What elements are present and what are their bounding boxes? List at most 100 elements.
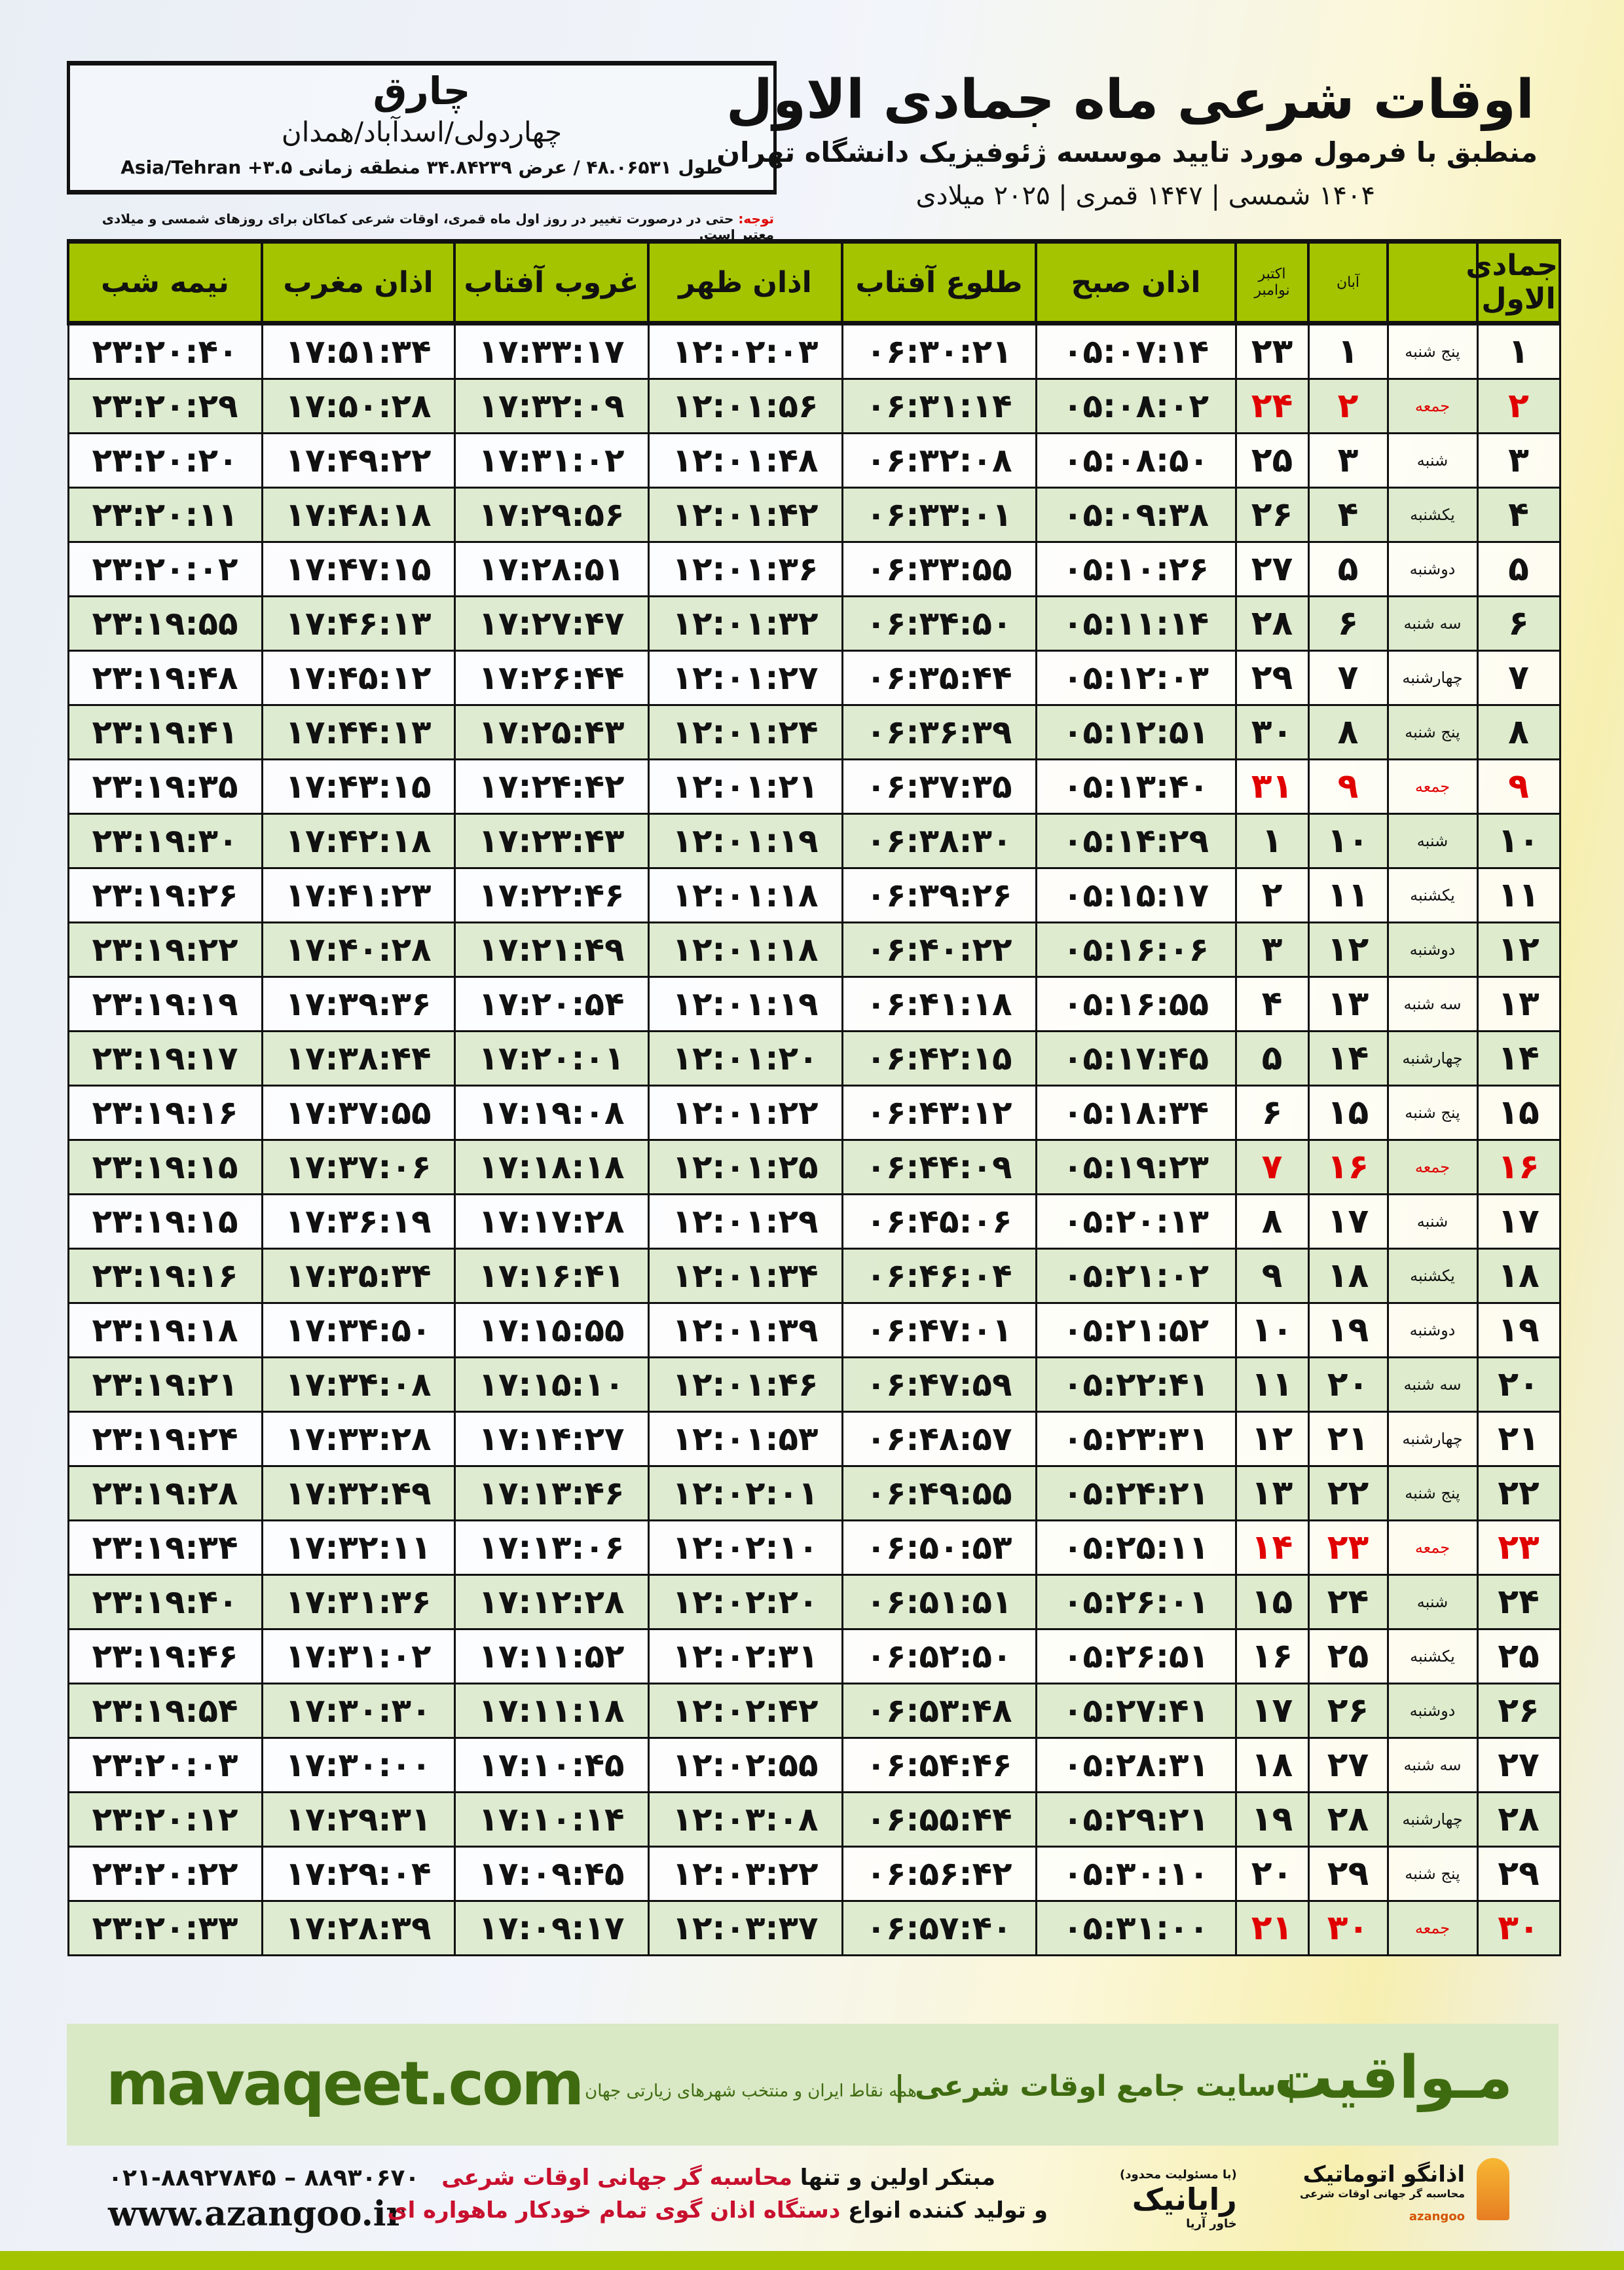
midnight-time: ۲۳:۱۹:۱۹ [67, 976, 263, 1032]
sunset-time: ۱۷:۲۰:۵۴ [453, 976, 650, 1032]
hijri-day: ۲۸ [1476, 1791, 1561, 1848]
table-row: ۲۲ پنج شنبه ۲۲ ۱۳ ۰۵:۲۴:۲۱ ۰۶:۴۹:۵۵ ۱۲:۰۲:۰۱ ۱۷… [67, 1465, 1561, 1521]
fajr-time: ۰۵:۲۰:۱۳ [1035, 1193, 1237, 1250]
footer-line-1: مبتکر اولین و تنها محاسبه گر جهانی اوقات… [441, 2165, 995, 2191]
location-box: چارق چهاردولی/اسدآباد/همدان طول ۴۸.۰۶۵۳۱… [67, 61, 777, 195]
gregorian-day: ۸ [1234, 1193, 1310, 1250]
promo-domain[interactable]: mavaqeet.com [106, 2049, 584, 2119]
gregorian-day: ۱۸ [1234, 1737, 1310, 1793]
table-row: ۱۸ یکشنبه ۱۸ ۹ ۰۵:۲۱:۰۲ ۰۶:۴۶:۰۴ ۱۲:۰۱:۳۴ ۱۷:۱۶… [67, 1248, 1561, 1304]
fajr-time: ۰۵:۱۸:۳۴ [1035, 1085, 1237, 1141]
dhuhr-time: ۱۲:۰۲:۳۱ [647, 1628, 843, 1684]
maghrib-time: ۱۷:۳۹:۳۶ [261, 976, 456, 1032]
sunset-time: ۱۷:۱۱:۵۲ [453, 1628, 650, 1684]
column-header: آبان [1307, 239, 1389, 326]
footer-line-2b: دستگاه اذان گوی تمام خودکار ماهواره ای [387, 2197, 841, 2223]
table-row: ۳ شنبه ۳ ۲۵ ۰۵:۰۸:۵۰ ۰۶:۳۲:۰۸ ۱۲:۰۱:۴۸ ۱۷:۳۱:۰۲… [67, 432, 1561, 489]
midnight-time: ۲۳:۱۹:۳۴ [67, 1519, 263, 1576]
weekday: جمعه [1386, 1139, 1479, 1195]
hijri-day: ۱۵ [1476, 1085, 1561, 1141]
sunrise-time: ۰۶:۴۶:۰۴ [841, 1248, 1037, 1304]
table-row: ۲۹ پنج شنبه ۲۹ ۲۰ ۰۵:۳۰:۱۰ ۰۶:۵۶:۴۲ ۱۲:۰۳:۲۲ ۱۷… [67, 1846, 1561, 1902]
footer-line-2a: و تولید کننده انواع [840, 2197, 1048, 2223]
gregorian-day: ۱۹ [1234, 1791, 1310, 1848]
dhuhr-time: ۱۲:۰۱:۲۲ [647, 1085, 843, 1141]
sunrise-time: ۰۶:۴۷:۰۱ [841, 1302, 1037, 1358]
fajr-time: ۰۵:۲۶:۰۱ [1035, 1574, 1237, 1630]
midnight-time: ۲۳:۱۹:۳۵ [67, 758, 263, 815]
dhuhr-time: ۱۲:۰۲:۰۳ [647, 322, 843, 380]
hijri-day: ۱۸ [1476, 1248, 1561, 1304]
table-row: ۱۴ چهارشنبه ۱۴ ۵ ۰۵:۱۷:۴۵ ۰۶:۴۲:۱۵ ۱۲:۰۱:۲۰ ۱۷:… [67, 1030, 1561, 1087]
sunrise-time: ۰۶:۵۱:۵۱ [841, 1574, 1037, 1630]
dhuhr-time: ۱۲:۰۲:۰۱ [647, 1465, 843, 1521]
sunrise-time: ۰۶:۴۲:۱۵ [841, 1030, 1037, 1087]
sunrise-time: ۰۶:۴۹:۵۵ [841, 1465, 1037, 1521]
fajr-time: ۰۵:۱۶:۰۶ [1035, 921, 1237, 978]
sunset-time: ۱۷:۱۳:۴۶ [453, 1465, 650, 1521]
sunrise-time: ۰۶:۵۳:۴۸ [841, 1683, 1037, 1739]
midnight-time: ۲۳:۱۹:۱۶ [67, 1248, 263, 1304]
hijri-day: ۴ [1476, 487, 1561, 543]
midnight-time: ۲۳:۱۹:۱۶ [67, 1085, 263, 1141]
hijri-day: ۶ [1476, 595, 1561, 652]
aban-day: ۱۰ [1307, 813, 1389, 869]
aban-day: ۱۹ [1307, 1302, 1389, 1358]
location-coords: طول ۴۸.۰۶۵۳۱ / عرض ۳۴.۸۴۲۳۹ منطقه زمانی … [120, 157, 723, 178]
aban-day: ۱۲ [1307, 921, 1389, 978]
column-header: اذان ظهر [647, 239, 843, 326]
weekday: پنج شنبه [1386, 704, 1479, 760]
sunset-time: ۱۷:۱۶:۴۱ [453, 1248, 650, 1304]
weekday: یکشنبه [1386, 1628, 1479, 1684]
table-row: ۲ جمعه ۲ ۲۴ ۰۵:۰۸:۰۲ ۰۶:۳۱:۱۴ ۱۲:۰۱:۵۶ ۱۷:۳۲:۰۹… [67, 378, 1561, 434]
aban-day: ۲۴ [1307, 1574, 1389, 1630]
sunset-time: ۱۷:۱۸:۱۸ [453, 1139, 650, 1195]
sunrise-time: ۰۶:۳۲:۰۸ [841, 432, 1037, 489]
gregorian-day: ۱۳ [1234, 1465, 1310, 1521]
aban-day: ۷ [1307, 650, 1389, 706]
sunset-time: ۱۷:۰۹:۴۵ [453, 1846, 650, 1902]
gregorian-day: ۴ [1234, 976, 1310, 1032]
midnight-time: ۲۳:۱۹:۲۱ [67, 1356, 263, 1413]
sunrise-time: ۰۶:۴۱:۱۸ [841, 976, 1037, 1032]
table-row: ۲۵ یکشنبه ۲۵ ۱۶ ۰۵:۲۶:۵۱ ۰۶:۵۲:۵۰ ۱۲:۰۲:۳۱ ۱۷:۱… [67, 1628, 1561, 1684]
aban-day: ۱۶ [1307, 1139, 1389, 1195]
fajr-time: ۰۵:۲۹:۲۱ [1035, 1791, 1237, 1848]
sunset-time: ۱۷:۲۴:۴۲ [453, 758, 650, 815]
note: توجه: حتی در درصورت تغییر در روز اول ماه… [67, 211, 774, 242]
promo-site-label: | سایت جامع اوقات شرعی | [894, 2070, 1297, 2103]
website-link[interactable]: www.azangoo.ir [108, 2194, 404, 2234]
fajr-time: ۰۵:۰۸:۵۰ [1035, 432, 1237, 489]
hijri-day: ۲۰ [1476, 1356, 1561, 1413]
maghrib-time: ۱۷:۴۱:۲۳ [261, 867, 456, 923]
gregorian-day: ۱۵ [1234, 1574, 1310, 1630]
sunset-time: ۱۷:۰۹:۱۷ [453, 1900, 650, 1956]
aban-day: ۸ [1307, 704, 1389, 760]
maghrib-time: ۱۷:۴۵:۱۲ [261, 650, 456, 706]
column-header: اذان صبح [1035, 239, 1237, 326]
gregorian-day: ۲۳ [1234, 322, 1310, 380]
dhuhr-time: ۱۲:۰۱:۲۰ [647, 1030, 843, 1087]
sunrise-time: ۰۶:۴۷:۵۹ [841, 1356, 1037, 1413]
sunset-time: ۱۷:۱۵:۱۰ [453, 1356, 650, 1413]
sunrise-time: ۰۶:۵۰:۵۳ [841, 1519, 1037, 1576]
sunrise-time: ۰۶:۵۷:۴۰ [841, 1900, 1037, 1956]
promo-tagline: همه نقاط ایران و منتخب شهرهای زیارتی جها… [585, 2081, 917, 2101]
midnight-time: ۲۳:۱۹:۲۸ [67, 1465, 263, 1521]
weekday: شنبه [1386, 813, 1479, 869]
page-subtitle: منطبق با فرمول مورد تایید موسسه ژئوفیزیک… [716, 136, 1538, 168]
midnight-time: ۲۳:۱۹:۴۸ [67, 650, 263, 706]
gregorian-day: ۹ [1234, 1248, 1310, 1304]
sunrise-time: ۰۶:۴۳:۱۲ [841, 1085, 1037, 1141]
sunrise-time: ۰۶:۴۰:۲۲ [841, 921, 1037, 978]
sunset-time: ۱۷:۲۱:۴۹ [453, 921, 650, 978]
dhuhr-time: ۱۲:۰۱:۲۹ [647, 1193, 843, 1250]
sunset-time: ۱۷:۱۷:۲۸ [453, 1193, 650, 1250]
aban-day: ۵ [1307, 541, 1389, 597]
maghrib-time: ۱۷:۴۸:۱۸ [261, 487, 456, 543]
weekday: پنج شنبه [1386, 1465, 1479, 1521]
sunrise-time: ۰۶:۵۵:۴۴ [841, 1791, 1037, 1848]
hijri-day: ۵ [1476, 541, 1561, 597]
gregorian-day: ۱۷ [1234, 1683, 1310, 1739]
gregorian-day: ۱۰ [1234, 1302, 1310, 1358]
